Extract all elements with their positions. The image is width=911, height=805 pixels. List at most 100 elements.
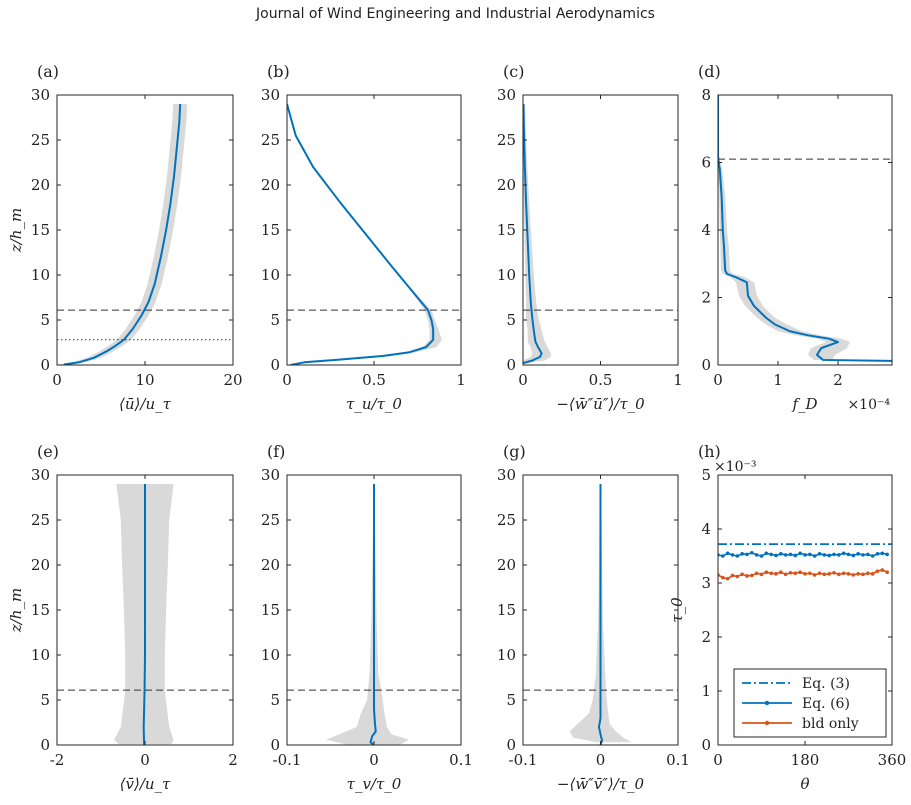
data-point [837, 572, 841, 577]
data-point [846, 572, 851, 576]
data-point [851, 553, 856, 558]
panel-label: (f) [267, 442, 285, 461]
y-tick-label: 20 [261, 176, 280, 194]
confidence-band [326, 484, 409, 745]
data-point [866, 552, 870, 557]
y-tick-label: 15 [497, 221, 516, 239]
y-axis-label: z/h_m [7, 208, 25, 253]
data-point [812, 554, 817, 558]
axes-box [56, 94, 234, 366]
y-tick-label: 10 [497, 266, 516, 284]
data-point [817, 552, 822, 556]
x-tick-label: -0.1 [509, 751, 538, 769]
y-tick-label: 25 [497, 131, 516, 149]
x-tick-labels: -2 0 2 [50, 751, 238, 769]
data-point [764, 570, 769, 574]
data-point [735, 554, 740, 558]
y-tick-label: 0 [701, 736, 711, 754]
y-tick-label: 25 [497, 511, 516, 529]
y-tick-label: 25 [261, 511, 280, 529]
data-point [827, 553, 831, 558]
data-point [875, 569, 880, 573]
x-tick-label: 0 [713, 751, 723, 769]
y-axis-label: τ_0 [668, 597, 686, 623]
plot-area [287, 484, 461, 745]
data-point [779, 552, 783, 556]
y-tick-label: 30 [261, 86, 280, 104]
x-tick-label: 2 [228, 751, 238, 769]
x-tick-label: 0.1 [666, 751, 690, 769]
data-point [817, 571, 822, 576]
x-tick-labels: 0 0.5 1 [282, 371, 466, 389]
confidence-band [114, 484, 174, 745]
x-axis-label: −⟨w̄″v̄″⟩/τ_0 [557, 775, 645, 793]
data-point [841, 571, 846, 576]
data-point [754, 553, 759, 557]
data-point [880, 568, 885, 572]
data-point [875, 552, 880, 556]
x-axis-label: ⟨ū⟩/u_τ [119, 395, 172, 413]
panel-a: 0 10 20 0 5 10 15 20 25 30 (a) ⟨ū⟩/u_τ z/h_m [7, 62, 243, 413]
plot-area [718, 95, 892, 362]
panel-label: (h) [698, 442, 721, 461]
y-tick-label: 2 [701, 628, 711, 646]
data-point [832, 552, 836, 557]
data-point [759, 554, 764, 558]
x-tick-label: 0 [713, 371, 723, 389]
x-axis-label: θ [800, 775, 809, 793]
y-tick-label: 4 [701, 221, 711, 239]
data-point [798, 570, 802, 574]
data-point [788, 570, 793, 575]
y-tick-label: 4 [701, 520, 711, 538]
data-point [740, 572, 744, 577]
x-tick-label: 180 [791, 751, 820, 769]
x-tick-labels: 0 1 2 [713, 371, 843, 389]
x-tick-label: 2 [833, 371, 843, 389]
y-tick-label: 0 [40, 736, 50, 754]
data-point [861, 553, 865, 557]
x-tick-label: 0 [596, 751, 606, 769]
data-point [851, 573, 856, 577]
data-point [822, 572, 827, 577]
y-tick-label: 5 [506, 691, 516, 709]
data-point [745, 574, 749, 578]
x-axis-label: τ_u/τ_0 [346, 395, 402, 413]
x-tick-label: 0.5 [589, 371, 613, 389]
axes-box [522, 94, 679, 366]
y-tick-label: 0 [701, 356, 711, 374]
x-tick-labels: 0 0.5 1 [518, 371, 683, 389]
series-line-profile [287, 103, 435, 365]
x-tick-labels: -0.1 0 0.1 [273, 751, 473, 769]
data-point [870, 572, 875, 576]
y-tick-label: 20 [31, 176, 50, 194]
data-point [856, 572, 860, 576]
panel-d: 0 1 2 0 2 4 6 8 (d) f_D ×10⁻⁴ [698, 62, 893, 413]
legend-entry: bld only [802, 716, 859, 732]
y-tick-label: 10 [497, 646, 516, 664]
x-tick-label: 20 [223, 371, 242, 389]
y-tick-labels: 0 5 10 15 20 25 30 [497, 466, 516, 754]
y-tick-labels: 0 5 10 15 20 25 30 [261, 466, 280, 754]
x-tick-label: 0 [140, 751, 150, 769]
data-point [769, 571, 773, 576]
data-point [735, 574, 740, 579]
confidence-band [718, 95, 850, 360]
y-tick-label: 8 [701, 86, 711, 104]
y-tick-label: 0 [506, 356, 516, 374]
x-tick-label: 0 [518, 371, 528, 389]
data-point [754, 571, 759, 576]
data-point [808, 571, 812, 576]
x-axis-label: f_D [791, 395, 817, 413]
y-tick-label: 5 [506, 311, 516, 329]
data-point [783, 572, 788, 577]
data-point [788, 552, 793, 557]
y-tick-labels: 0 5 10 15 20 25 30 [261, 86, 280, 374]
journal-header: Journal of Wind Engineering and Industri… [256, 6, 655, 22]
y-tick-label: 15 [261, 601, 280, 619]
series-line-profile [523, 103, 543, 365]
y-tick-label: 6 [701, 154, 711, 172]
